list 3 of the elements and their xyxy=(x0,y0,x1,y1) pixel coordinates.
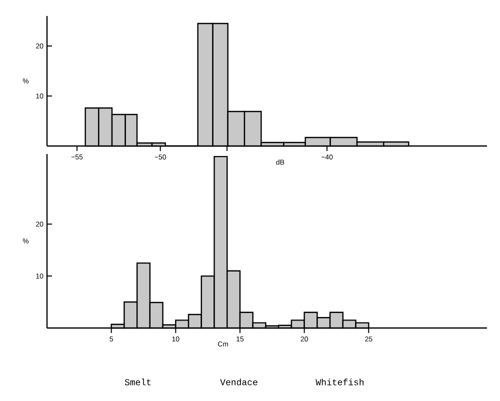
text: Whitefish xyxy=(316,378,364,386)
text: Smelt xyxy=(124,378,151,386)
text: Vendace xyxy=(220,378,258,386)
